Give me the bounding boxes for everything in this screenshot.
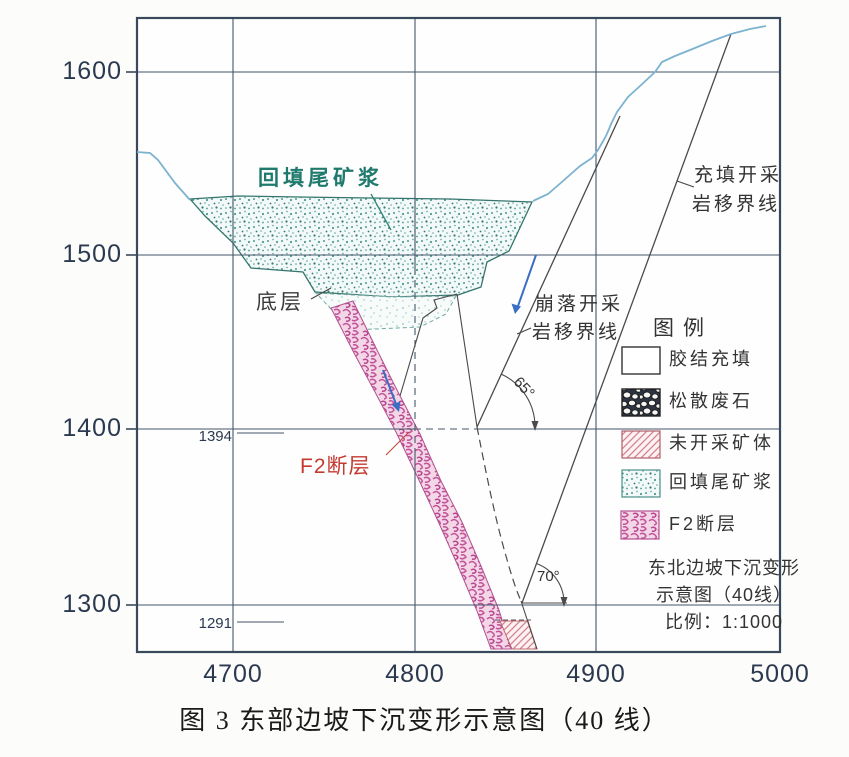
pit-right-boundary: [456, 293, 478, 428]
f2-fault-band: [330, 300, 512, 650]
legend-item-tailings-slurry: 回填尾矿浆: [669, 472, 774, 492]
y-axis-label-1400: 1400: [62, 414, 122, 442]
bottom-layer-leader-line: [310, 287, 332, 300]
angle-70-label: 70°: [537, 568, 560, 585]
legend-swatches: [620, 346, 661, 540]
legend-item-loose-waste-rock: 松散废石: [669, 391, 753, 411]
legend-swatch-unmined-ore: [621, 430, 661, 459]
legend-swatch-f2-fault: [620, 510, 660, 540]
x-axis-label-5000: 5000: [750, 660, 810, 688]
caving-boundary-lower: [520, 600, 538, 650]
boundary-lines: [399, 33, 732, 650]
caving-boundary-line: [476, 115, 621, 428]
plot-grid: [137, 18, 780, 652]
tailings-leader-line: [370, 193, 392, 231]
angle-65-arrowhead: [531, 421, 539, 431]
angle-65-arc: [500, 373, 536, 428]
legend-swatch-tailings-slurry: [621, 469, 661, 498]
legend-item-cemented-fill: 胶结充填: [669, 349, 753, 369]
caving-boundary-dashed: [476, 426, 522, 602]
caving-boundary-label-line2: 岩移界线: [532, 322, 621, 343]
plot-border: [135, 16, 782, 654]
legend-item-f2-fault: F2断层: [669, 514, 739, 534]
filling-label-leader-line: [676, 180, 695, 188]
pit-left-steps: [399, 293, 458, 397]
y-axis-ticks: [126, 71, 137, 606]
fault-leader-line: [385, 431, 410, 456]
tailings-label: 回填尾矿浆: [258, 167, 383, 190]
tailings-slurry-region: [188, 195, 534, 298]
filling-boundary-line: [521, 33, 732, 604]
y-axis-label-1600: 1600: [62, 57, 122, 85]
legend-note-line2: 示意图（40线）: [655, 585, 793, 605]
caving-boundary-label-line1: 崩落开采: [535, 294, 624, 315]
displacement-arrows: [382, 254, 537, 412]
y-axis-label-1500: 1500: [62, 240, 122, 268]
filling-boundary-label-line2: 岩移界线: [692, 194, 781, 215]
fault-displacement-arrowhead: [391, 401, 401, 412]
x-axis-label-4700: 4700: [203, 660, 263, 688]
legend-note-line1: 东北边坡下沉变形: [648, 558, 800, 578]
elevation-mark-1291: 1291: [198, 615, 232, 632]
legend-swatch-loose-waste-rock: [621, 388, 661, 417]
figure-caption: 图 3 东部边坡下沉变形示意图（40 线）: [179, 706, 670, 735]
filling-boundary-label-line1: 充填开采: [694, 165, 783, 186]
terrain-line: [136, 25, 767, 202]
angle-70-arrowhead: [560, 597, 568, 607]
legend-swatch-cemented-fill: [621, 346, 661, 375]
caving-displacement-arrowhead: [511, 303, 521, 314]
bottom-layer-label: 底层: [256, 291, 304, 314]
x-axis-label-4800: 4800: [385, 660, 445, 688]
fault-label: F2断层: [300, 455, 371, 478]
x-axis-label-4900: 4900: [566, 660, 626, 688]
y-axis-label-1300: 1300: [62, 590, 122, 618]
legend-item-unmined-ore: 未开采矿体: [669, 433, 774, 453]
caving-label-leader-line: [516, 327, 532, 335]
legend-title: 图例: [653, 317, 713, 340]
legend-note-line3: 比例：1:1000: [664, 612, 784, 632]
elevation-mark-1394: 1394: [198, 428, 232, 445]
